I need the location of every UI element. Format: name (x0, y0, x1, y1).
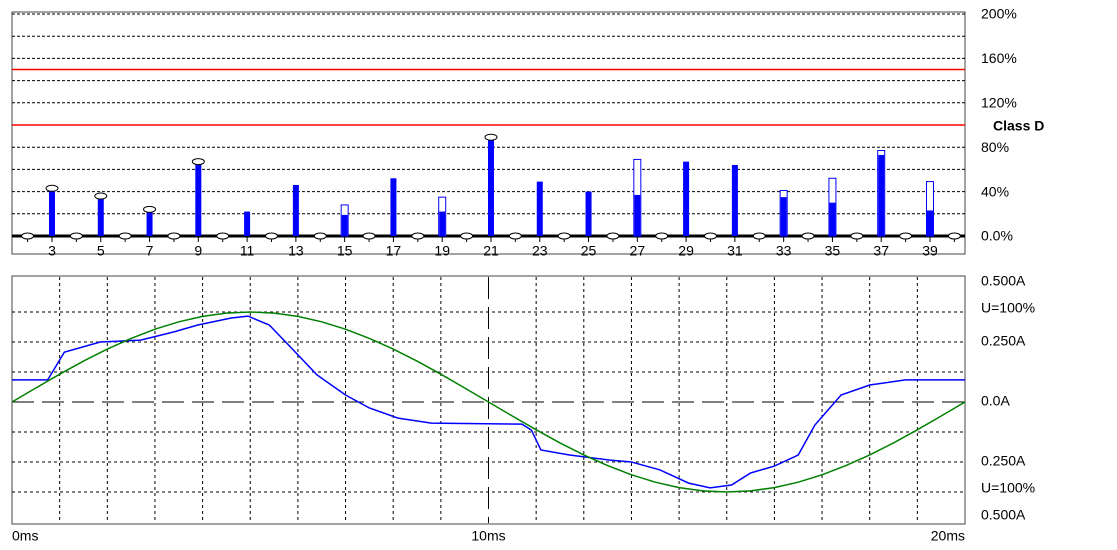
bar (829, 202, 836, 236)
x-tick-label: 29 (678, 243, 694, 259)
bar (244, 211, 251, 236)
limit-marker (850, 232, 864, 240)
limit-marker (411, 232, 425, 240)
limit-marker (45, 184, 59, 192)
limit-marker (655, 232, 669, 240)
waveform (11, 311, 966, 493)
bar (48, 190, 55, 236)
bar (390, 178, 397, 236)
bar (195, 162, 202, 236)
waveform (12, 315, 965, 489)
limit-marker (460, 232, 474, 240)
x-tick-label: 31 (727, 243, 743, 259)
x-tick-label: 3 (48, 243, 56, 259)
bar (439, 211, 446, 236)
x-tick-label: 37 (873, 243, 889, 259)
x-tick-label: 20ms (931, 528, 965, 544)
x-tick-label: 13 (288, 243, 304, 259)
x-tick-label: 39 (922, 243, 938, 259)
y2-tick-label: U=100% (981, 480, 1035, 496)
x-tick-label: 23 (532, 243, 548, 259)
limit-marker (557, 232, 571, 240)
limit-marker (899, 232, 913, 240)
y-tick-label: 0.250A (981, 333, 1026, 349)
x-tick-label: 19 (434, 243, 450, 259)
limit-marker (484, 133, 498, 141)
limit-marker (191, 158, 205, 166)
x-tick-label: 5 (97, 243, 105, 259)
x-tick-label: 35 (825, 243, 841, 259)
limit-marker (947, 232, 961, 240)
limit-marker (143, 205, 157, 213)
y-tick-label: 0.0A (981, 393, 1010, 409)
bar (97, 197, 104, 236)
limit-label: Class D (993, 118, 1044, 134)
bar (683, 161, 690, 236)
y-tick-label: 0.500A (981, 273, 1026, 289)
y-tick-label: 160% (981, 50, 1017, 66)
bar (292, 184, 299, 236)
limit-marker (606, 232, 620, 240)
bar (878, 154, 885, 236)
y-tick-label: 0.0% (981, 228, 1013, 244)
x-tick-label: 10ms (471, 528, 505, 544)
limit-marker (752, 232, 766, 240)
limit-marker (362, 232, 376, 240)
bar (487, 138, 494, 236)
x-tick-label: 27 (630, 243, 646, 259)
y-tick-label: 80% (981, 139, 1009, 155)
y2-tick-label: U=100% (981, 300, 1035, 316)
limit-marker (264, 232, 278, 240)
x-tick-label: 15 (337, 243, 353, 259)
y-tick-label: 0.500A (981, 507, 1026, 523)
bar (585, 191, 592, 236)
limit-marker (703, 232, 717, 240)
limit-marker (216, 232, 230, 240)
limit-marker (21, 232, 35, 240)
bar (536, 181, 543, 236)
x-tick-label: 7 (146, 243, 154, 259)
bar (780, 197, 787, 236)
limit-marker (167, 232, 181, 240)
limit-marker (118, 232, 132, 240)
x-tick-label: 11 (240, 243, 255, 259)
x-tick-label: 21 (483, 243, 499, 259)
y-tick-label: 120% (981, 95, 1017, 111)
y-tick-label: 0.250A (981, 453, 1026, 469)
bar (341, 214, 348, 236)
x-tick-label: 25 (581, 243, 597, 259)
y-tick-label: 200% (981, 6, 1017, 22)
bar (926, 210, 933, 236)
limit-marker (69, 232, 83, 240)
x-tick-label: 33 (776, 243, 792, 259)
x-tick-label: 17 (386, 243, 402, 259)
x-tick-label: 9 (194, 243, 202, 259)
y-tick-label: 40% (981, 183, 1009, 199)
x-tick-label: 0ms (12, 528, 38, 544)
limit-marker (94, 192, 108, 200)
limit-marker (801, 232, 815, 240)
limit-marker (508, 232, 522, 240)
bar (731, 164, 738, 236)
limit-marker (313, 232, 327, 240)
bar (146, 210, 153, 236)
bar (634, 194, 641, 236)
